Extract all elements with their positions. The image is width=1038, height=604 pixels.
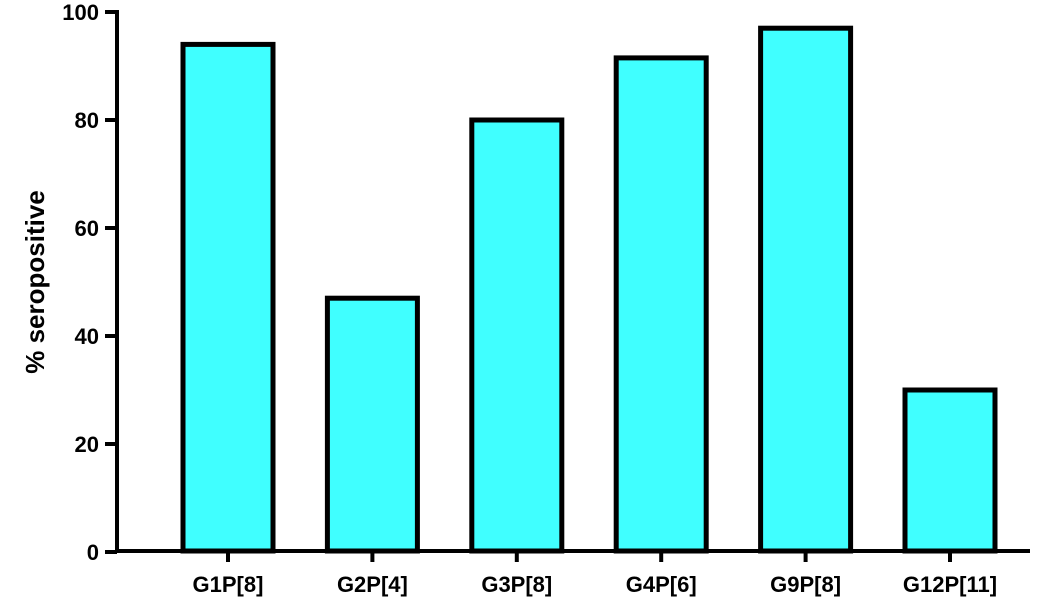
y-tick-label-0: 0 [87,540,99,565]
x-tick-label-0: G1P[8] [193,572,264,597]
y-tick-label-4: 80 [75,108,99,133]
y-tick-label-2: 40 [75,324,99,349]
y-tick-label-1: 20 [75,432,99,457]
x-tick-label-3: G4P[6] [626,572,697,597]
bar-3 [616,58,706,551]
x-tick-label-2: G3P[8] [481,572,552,597]
y-tick-label-5: 100 [62,0,99,25]
bars-layer [183,28,995,551]
x-tick-label-5: G12P[11] [903,572,997,597]
y-tick-label-3: 60 [75,216,99,241]
bar-4 [761,28,851,551]
bar-5 [905,390,995,551]
bar-0 [183,44,273,551]
y-axis-title: % seropositive [20,190,50,374]
bar-2 [472,120,562,551]
x-tick-label-1: G2P[4] [337,572,408,597]
x-tick-label-4: G9P[8] [770,572,841,597]
bar-1 [327,298,417,551]
